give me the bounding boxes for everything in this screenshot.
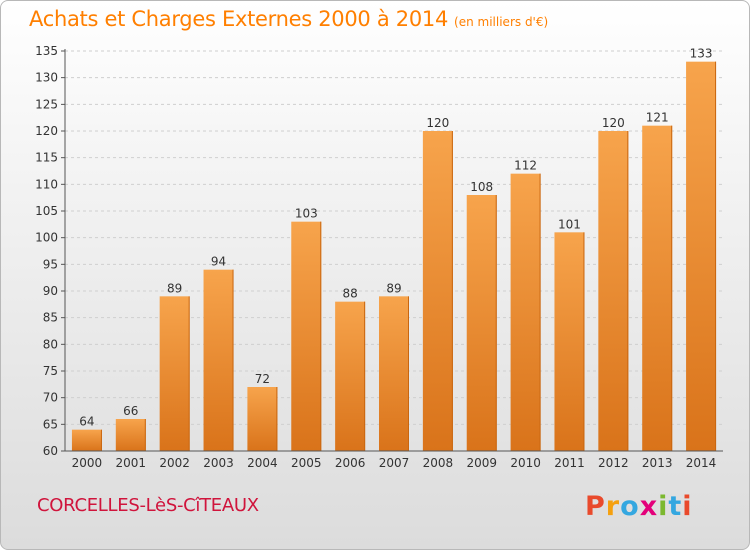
bar-2008 xyxy=(422,131,453,451)
x-tick-label: 2013 xyxy=(642,456,673,470)
y-tick-label: 125 xyxy=(35,97,58,111)
bar-2001 xyxy=(115,419,146,451)
bar-2005 xyxy=(291,221,322,451)
bar-2009 xyxy=(466,195,497,451)
x-tick-label: 2008 xyxy=(423,456,454,470)
bar-2012 xyxy=(598,131,629,451)
bar-2006 xyxy=(335,301,366,451)
y-tick-label: 100 xyxy=(35,231,58,245)
x-tick-label: 2002 xyxy=(159,456,190,470)
bar-2013 xyxy=(642,125,673,452)
data-label-2010: 112 xyxy=(514,159,537,173)
data-label-2011: 101 xyxy=(558,217,581,231)
y-tick-label: 105 xyxy=(35,204,58,218)
x-tick-label: 2004 xyxy=(247,456,278,470)
axes: 60 65 70 75 80 85 90 95 100 105 110 115 120 125 130 135… xyxy=(35,44,723,470)
x-tick-label: 2012 xyxy=(598,456,629,470)
y-tick-label: 85 xyxy=(43,311,58,325)
logo-letter: x xyxy=(639,491,659,522)
x-tick-label: 2011 xyxy=(554,456,585,470)
logo-letter: i xyxy=(682,491,693,522)
logo-letter: i xyxy=(658,491,669,522)
y-tick-label: 90 xyxy=(43,284,58,298)
data-label-2004: 72 xyxy=(255,372,270,386)
unit-label: (en milliers d'€) xyxy=(454,15,549,29)
y-tick-label: 95 xyxy=(43,257,58,271)
x-tick-label: 2009 xyxy=(466,456,497,470)
y-tick-label: 130 xyxy=(35,71,58,85)
data-label-2007: 89 xyxy=(386,281,401,295)
data-label-2005: 103 xyxy=(295,207,318,221)
x-tick-label: 2014 xyxy=(686,456,717,470)
x-tick-label: 2005 xyxy=(291,456,322,470)
data-label-2000: 64 xyxy=(79,415,94,429)
bar-2007 xyxy=(379,296,409,451)
bar-2002 xyxy=(159,296,190,451)
chart-title: Achats et Charges Externes 2000 à 2014 (e… xyxy=(29,7,548,31)
x-tick-label: 2010 xyxy=(510,456,541,470)
bar-2004 xyxy=(247,387,278,451)
proxiti-logo: Proxiti xyxy=(585,491,693,522)
data-label-2012: 120 xyxy=(602,116,625,130)
logo-letter: o xyxy=(620,491,640,522)
bar-2011 xyxy=(554,232,585,451)
bars xyxy=(71,61,717,452)
x-tick-label: 2007 xyxy=(379,456,410,470)
title-text: Achats et Charges Externes 2000 à 2014 xyxy=(29,7,449,31)
y-tick-label: 70 xyxy=(43,391,58,405)
y-tick-label: 115 xyxy=(35,151,58,165)
bar-2014 xyxy=(686,61,717,452)
logo-letter: t xyxy=(668,491,683,522)
y-tick-label: 60 xyxy=(43,444,58,458)
y-tick-label: 80 xyxy=(43,337,58,351)
y-tick-label: 120 xyxy=(35,124,58,138)
data-label-2013: 121 xyxy=(646,111,669,125)
bar-2000 xyxy=(71,429,102,451)
x-tick-label: 2001 xyxy=(116,456,147,470)
commune-name: CORCELLES-LèS-CîTEAUX xyxy=(37,495,259,516)
data-label-2003: 94 xyxy=(211,255,226,269)
y-tick-label: 110 xyxy=(35,177,58,191)
bar-2010 xyxy=(510,173,541,451)
data-label-2002: 89 xyxy=(167,281,182,295)
y-tick-label: 65 xyxy=(43,417,58,431)
x-tick-label: 2000 xyxy=(72,456,103,470)
data-labels: 64 66 89 94 72 103 88 89 120 108 112 101 120 121 133 xyxy=(79,47,712,429)
data-label-2009: 108 xyxy=(470,180,493,194)
logo-letter: P xyxy=(585,491,606,522)
data-label-2001: 66 xyxy=(123,404,138,418)
data-label-2014: 133 xyxy=(690,47,713,61)
logo-letter: r xyxy=(605,491,621,522)
x-tick-label: 2003 xyxy=(203,456,234,470)
x-tick-label: 2006 xyxy=(335,456,366,470)
data-label-2008: 120 xyxy=(426,116,449,130)
y-tick-label: 135 xyxy=(35,44,58,58)
data-label-2006: 88 xyxy=(342,287,357,301)
y-tick-label: 75 xyxy=(43,364,58,378)
bar-2003 xyxy=(203,269,234,451)
